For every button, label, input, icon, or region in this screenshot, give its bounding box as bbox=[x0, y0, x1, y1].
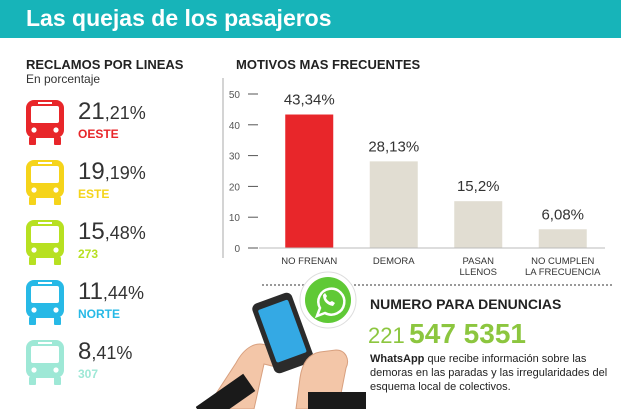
bar bbox=[285, 114, 334, 248]
line-name: OESTE bbox=[78, 127, 119, 141]
y-tick-label: 30 bbox=[229, 152, 241, 163]
line-percentage: 8,41% bbox=[78, 338, 132, 366]
page-title: Las quejas de los pasajeros bbox=[26, 5, 332, 31]
bar bbox=[538, 229, 587, 248]
line-percentage: 15,48% bbox=[78, 218, 146, 246]
denuncias-title: NUMERO PARA DENUNCIAS bbox=[370, 296, 562, 312]
y-tick-label: 50 bbox=[229, 90, 241, 101]
hand-right-icon bbox=[295, 349, 366, 409]
percentage-integer: 11 bbox=[78, 278, 103, 305]
percentage-integer: 19 bbox=[78, 158, 105, 185]
percentage-integer: 15 bbox=[78, 218, 105, 245]
line-item: 15,48% 273 bbox=[0, 218, 210, 268]
bus-icon bbox=[26, 220, 64, 265]
percentage-decimal: ,48% bbox=[104, 223, 146, 243]
line-name: NORTE bbox=[78, 307, 120, 321]
dotted-divider bbox=[262, 284, 612, 286]
bus-icon bbox=[26, 340, 64, 385]
percentage-decimal: ,21% bbox=[104, 103, 146, 123]
bar bbox=[454, 201, 503, 248]
percentage-integer: 21 bbox=[78, 98, 105, 125]
bar-data-label: 43,34% bbox=[284, 92, 335, 109]
line-name: 273 bbox=[78, 247, 99, 261]
lines-section-title: RECLAMOS POR LINEAS bbox=[26, 57, 184, 72]
denuncias-description: WhatsApp que recibe información sobre la… bbox=[370, 352, 610, 394]
bar-chart: 0 10 20 30 40 50 43,34% NO FRENAN 28,13% DEMORA 15… bbox=[222, 78, 605, 278]
percentage-integer: 8 bbox=[78, 338, 92, 365]
line-percentage: 19,19% bbox=[78, 158, 146, 186]
lines-section-subtitle: En porcentaje bbox=[26, 72, 101, 86]
denuncias-phone: 221 547 5351 bbox=[368, 318, 526, 350]
line-item: 21,21% OESTE bbox=[0, 98, 210, 148]
bus-icon bbox=[26, 100, 64, 145]
percentage-decimal: ,19% bbox=[104, 163, 146, 183]
chart-title: MOTIVOS MAS FRECUENTES bbox=[236, 57, 421, 72]
bus-icon bbox=[26, 160, 64, 205]
line-percentage: 11,44% bbox=[78, 278, 144, 306]
line-item: 11,44% NORTE bbox=[0, 278, 210, 328]
hands-phone-illustration bbox=[196, 271, 366, 409]
x-category-label: DEMORA bbox=[373, 256, 415, 267]
phone-icon bbox=[252, 292, 314, 374]
desc-lead: WhatsApp bbox=[370, 353, 425, 365]
line-percentage: 21,21% bbox=[78, 98, 146, 126]
x-category-label: NO CUMPLEN LA FRECUENCIA bbox=[525, 256, 601, 278]
percentage-decimal: ,41% bbox=[91, 343, 133, 363]
y-tick-label: 10 bbox=[229, 213, 241, 224]
line-item: 19,19% ESTE bbox=[0, 158, 210, 208]
line-item: 8,41% 307 bbox=[0, 338, 210, 388]
bar bbox=[369, 161, 418, 248]
line-name: ESTE bbox=[78, 187, 110, 201]
x-category-label: NO FRENAN bbox=[281, 256, 337, 267]
percentage-decimal: ,44% bbox=[102, 283, 144, 303]
line-name: 307 bbox=[78, 367, 99, 381]
bar-data-label: 15,2% bbox=[457, 178, 500, 195]
x-category-label: PASAN LLENOS bbox=[460, 256, 498, 278]
y-tick-label: 40 bbox=[229, 121, 241, 132]
phone-prefix: 221 bbox=[368, 323, 405, 348]
bar-data-label: 6,08% bbox=[541, 206, 584, 223]
whatsapp-icon bbox=[299, 271, 357, 329]
y-tick-label: 20 bbox=[229, 182, 241, 193]
bar-data-label: 28,13% bbox=[368, 138, 419, 155]
bus-icon bbox=[26, 280, 64, 325]
desc-rest: que recibe información sobre las demoras… bbox=[370, 353, 608, 393]
y-tick-label: 0 bbox=[234, 244, 240, 255]
phone-number: 547 5351 bbox=[409, 318, 526, 349]
header-bar: Las quejas de los pasajeros bbox=[0, 0, 621, 38]
